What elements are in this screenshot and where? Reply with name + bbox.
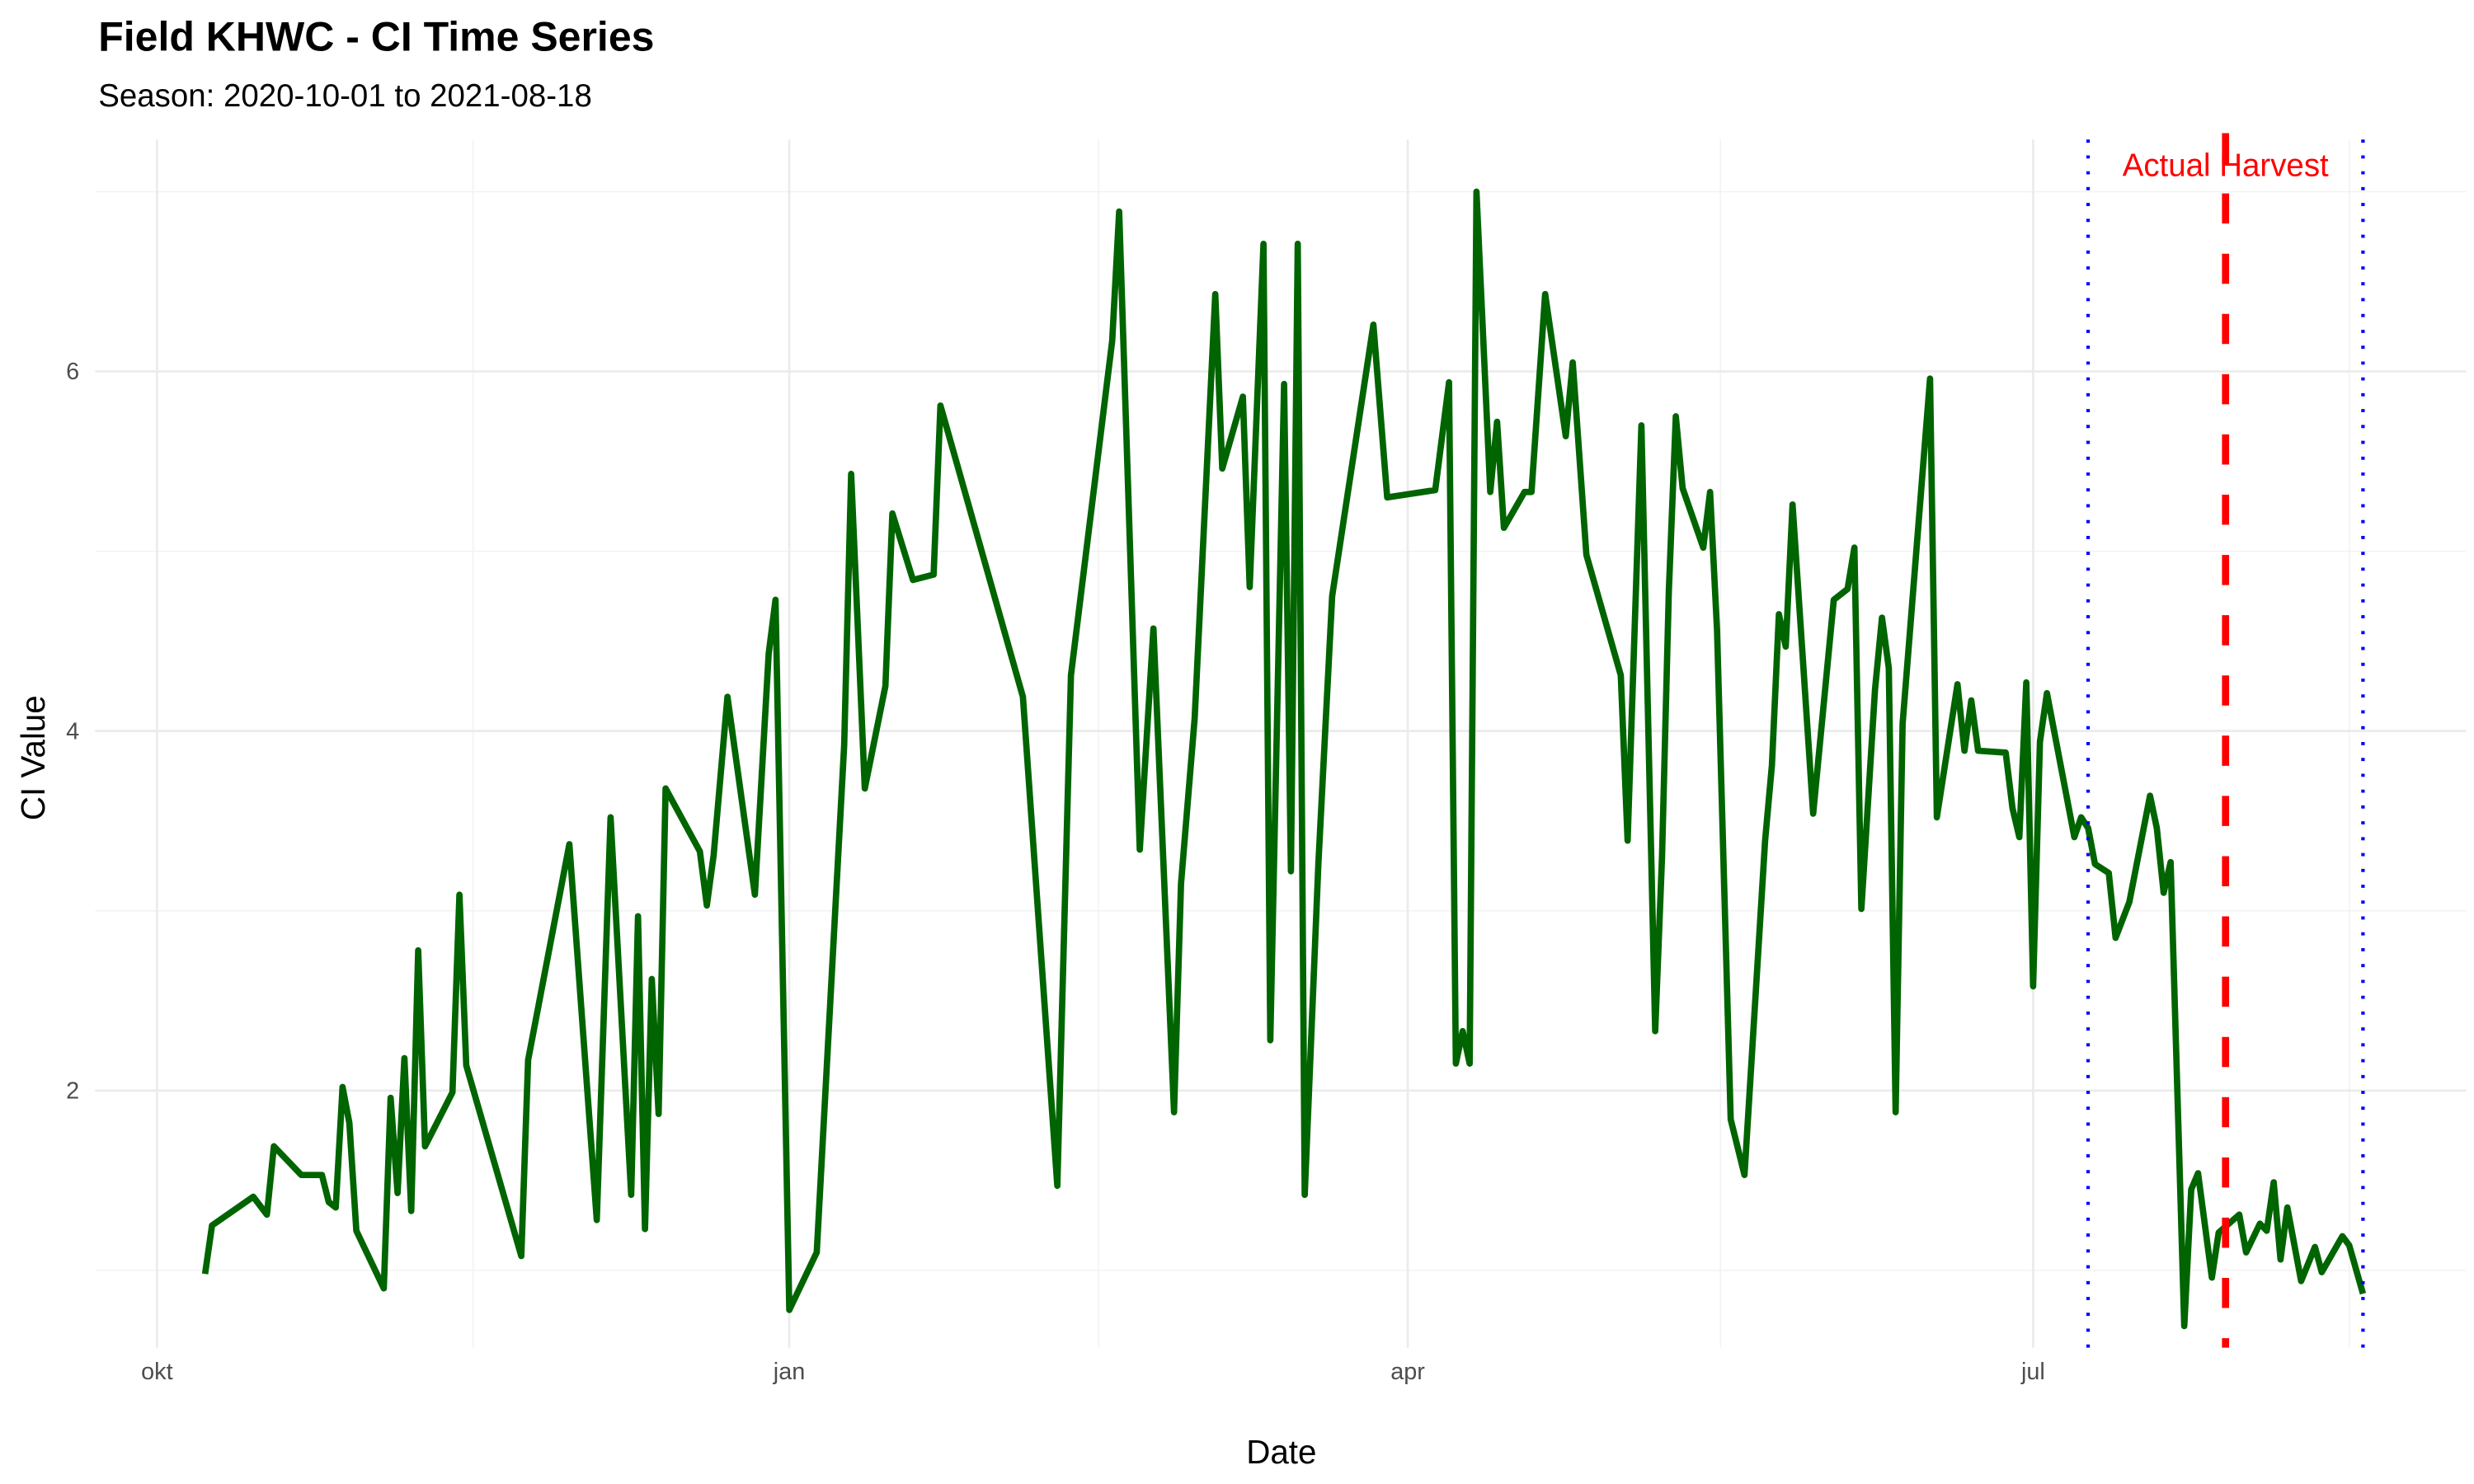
chart-subtitle: Season: 2020-10-01 to 2021-08-18	[98, 78, 592, 114]
x-tick-label: jan	[773, 1359, 805, 1385]
chart-title: Field KHWC - CI Time Series	[98, 14, 654, 60]
y-tick-label: 4	[66, 718, 79, 744]
annotations: Actual Harvest	[2123, 148, 2329, 183]
y-axis-title: CI Value	[14, 695, 52, 820]
x-axis-title: Date	[1246, 1433, 1316, 1471]
grid	[95, 139, 2467, 1348]
x-axis-ticks: okt jan apr jul	[141, 1359, 2045, 1385]
harvest-label: Actual Harvest	[2123, 148, 2329, 183]
y-axis-ticks: 2 4 6	[66, 359, 79, 1104]
y-tick-label: 6	[66, 359, 79, 385]
series	[201, 188, 2367, 1330]
x-tick-label: apr	[1390, 1359, 1425, 1385]
ci-series-line	[201, 188, 2367, 1330]
x-tick-label: jul	[2020, 1359, 2045, 1385]
x-tick-label: okt	[141, 1359, 172, 1385]
reference-lines	[2086, 133, 2365, 1348]
y-tick-label: 2	[66, 1078, 79, 1104]
